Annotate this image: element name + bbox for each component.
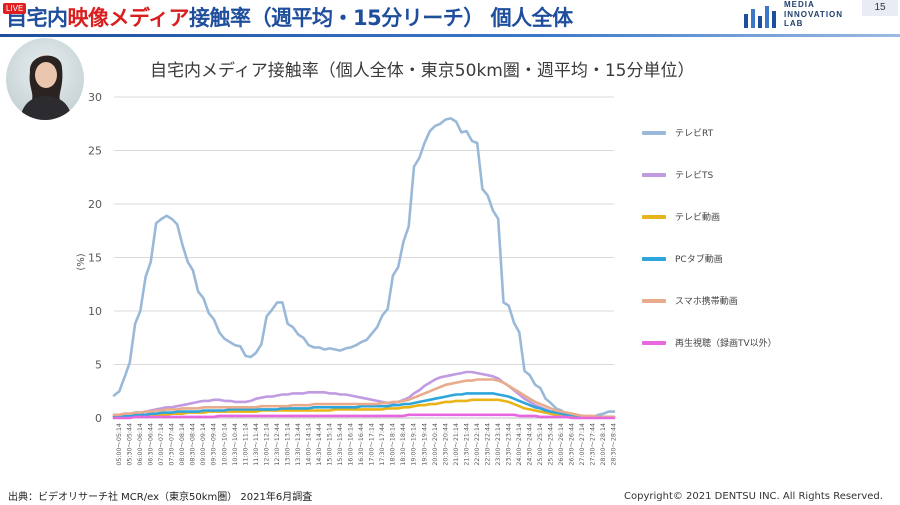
slide-title: 自宅内映像メディア接触率（週平均・15分リーチ） 個人全体: [6, 2, 573, 32]
title-underline: [0, 34, 900, 37]
x-tick-label: 24:30～24:44: [527, 423, 534, 466]
chart-title: 自宅内メディア接触率（個人全体・東京50km圏・週平均・15分単位）: [150, 61, 695, 81]
x-tick-label: 08:30～08:44: [190, 423, 197, 466]
legend-label: PCタブ動画: [675, 255, 723, 265]
x-tick-label: 08:00～08:14: [179, 423, 186, 466]
slide-title-part3: 接触率（週平均・15分リーチ） 個人全体: [189, 6, 573, 30]
x-tick-label: 23:00～23:14: [495, 423, 502, 466]
y-axis: 0 5 10 15 20 25 30: [88, 91, 102, 425]
legend-swatch: [642, 257, 666, 261]
copyright-notice: Copyright© 2021 DENTSU INC. All Rights R…: [624, 491, 883, 502]
series-line-playback: [112, 413, 616, 420]
x-tick-label: 13:00～13:14: [284, 423, 291, 466]
x-tick-label: 27:30～27:44: [590, 423, 597, 466]
x-tick-label: 24:00～24:14: [516, 423, 523, 466]
x-tick-label: 07:00～07:14: [158, 423, 165, 466]
x-tick-label: 17:30～17:44: [379, 423, 386, 466]
x-tick-label: 20:30～20:44: [442, 423, 449, 466]
x-tick-label: 28:00～28:14: [600, 423, 607, 466]
x-tick-label: 26:30～26:44: [569, 423, 576, 466]
x-tick-label: 10:00～10:14: [221, 423, 228, 466]
x-tick-label: 05:30～05:44: [127, 423, 134, 466]
source-note: 出典：ビデオリサーチ社 MCR/ex（東京50km圏） 2021年6月調査: [8, 492, 313, 503]
x-tick-label: 19:00～19:14: [411, 423, 418, 466]
logo-line-1: MEDIA: [784, 0, 815, 9]
legend-label: スマホ携帯動画: [675, 297, 738, 307]
y-tick-label: 20: [88, 198, 102, 211]
x-tick-label: 23:30～23:44: [505, 423, 512, 466]
x-tick-label: 16:30～16:44: [358, 423, 365, 466]
x-tick-label: 18:00～18:14: [390, 423, 397, 466]
series-line-tv-ts: [112, 370, 616, 419]
legend-label: 再生視聴（録画TV以外）: [675, 339, 777, 349]
y-tick-label: 0: [95, 412, 102, 425]
chart-gridlines: [114, 96, 614, 419]
y-axis-label: (%): [76, 253, 87, 270]
x-tick-label: 11:30～11:44: [253, 423, 260, 466]
legend-swatch: [642, 131, 666, 135]
x-tick-label: 06:00～06:14: [137, 423, 144, 466]
x-tick-label: 21:00～21:14: [453, 423, 460, 466]
x-tick-label: 06:30～06:44: [148, 423, 155, 466]
x-tick-label: 09:30～09:44: [211, 423, 218, 466]
series-line-smartphone-video: [112, 378, 616, 419]
x-tick-label: 12:00～12:14: [263, 423, 270, 466]
legend-label: テレビRT: [675, 129, 714, 139]
y-tick-label: 10: [88, 305, 102, 318]
slide-title-highlight: 映像メディア: [67, 6, 190, 30]
x-tick-label: 22:00～22:14: [474, 423, 481, 466]
x-tick-label: 12:30～12:44: [274, 423, 281, 466]
x-tick-label: 28:30～28:44: [611, 423, 618, 466]
x-tick-label: 11:00～11:14: [242, 423, 249, 466]
legend-swatch: [642, 173, 666, 177]
y-tick-label: 30: [88, 91, 102, 104]
chart-series: [112, 117, 616, 420]
page-number: 15: [862, 0, 898, 16]
y-tick-label: 5: [95, 359, 102, 372]
x-axis: 05:00～05:14 05:30～05:44 06:00～06:14 06:30～0…: [116, 423, 618, 466]
x-tick-label: 26:00～26:14: [558, 423, 565, 466]
presenter-avatar-icon: [20, 55, 72, 120]
y-tick-label: 25: [88, 145, 102, 158]
x-tick-label: 20:00～20:14: [432, 423, 439, 466]
x-tick-label: 13:30～13:44: [295, 423, 302, 466]
x-tick-label: 09:00～09:14: [200, 423, 207, 466]
legend-label: テレビ動画: [675, 213, 721, 223]
x-tick-label: 27:00～27:14: [579, 423, 586, 466]
x-tick-label: 07:30～07:44: [169, 423, 176, 466]
series-line-pc-tab-video: [112, 392, 616, 419]
x-tick-label: 21:30～21:44: [463, 423, 470, 466]
y-tick-label: 15: [88, 252, 102, 265]
series-line-tv-rt: [112, 117, 616, 419]
x-tick-label: 25:30～25:44: [548, 423, 555, 466]
x-tick-label: 17:00～17:14: [369, 423, 376, 466]
legend-label: テレビTS: [675, 171, 714, 181]
legend-swatch: [642, 299, 666, 303]
x-tick-label: 15:00～15:14: [327, 423, 334, 466]
media-innovation-lab-logo: MEDIA INNOVATION LAB: [744, 0, 854, 32]
x-tick-label: 18:30～18:44: [400, 423, 407, 466]
live-badge: LIVE: [3, 3, 27, 14]
logo-line-3: LAB: [784, 19, 804, 28]
x-tick-label: 22:30～22:44: [484, 423, 491, 466]
x-tick-label: 05:00～05:14: [116, 423, 123, 466]
x-tick-label: 25:00～25:14: [537, 423, 544, 466]
legend-swatch: [642, 215, 666, 219]
legend-swatch: [642, 341, 666, 345]
x-tick-label: 14:30～14:44: [316, 423, 323, 466]
x-tick-label: 14:00～14:14: [305, 423, 312, 466]
x-tick-label: 15:30～15:44: [337, 423, 344, 466]
logo-text: MEDIA INNOVATION LAB: [784, 0, 843, 29]
logo-bars-icon: [744, 6, 776, 28]
slide-header: 自宅内映像メディア接触率（週平均・15分リーチ） 個人全体 LIVE MEDIA…: [0, 0, 900, 37]
x-tick-label: 10:30～10:44: [232, 423, 239, 466]
x-tick-label: 19:30～19:44: [421, 423, 428, 466]
x-tick-label: 16:00～16:14: [348, 423, 355, 466]
logo-line-2: INNOVATION: [784, 9, 844, 19]
presenter-webcam: [6, 38, 84, 120]
